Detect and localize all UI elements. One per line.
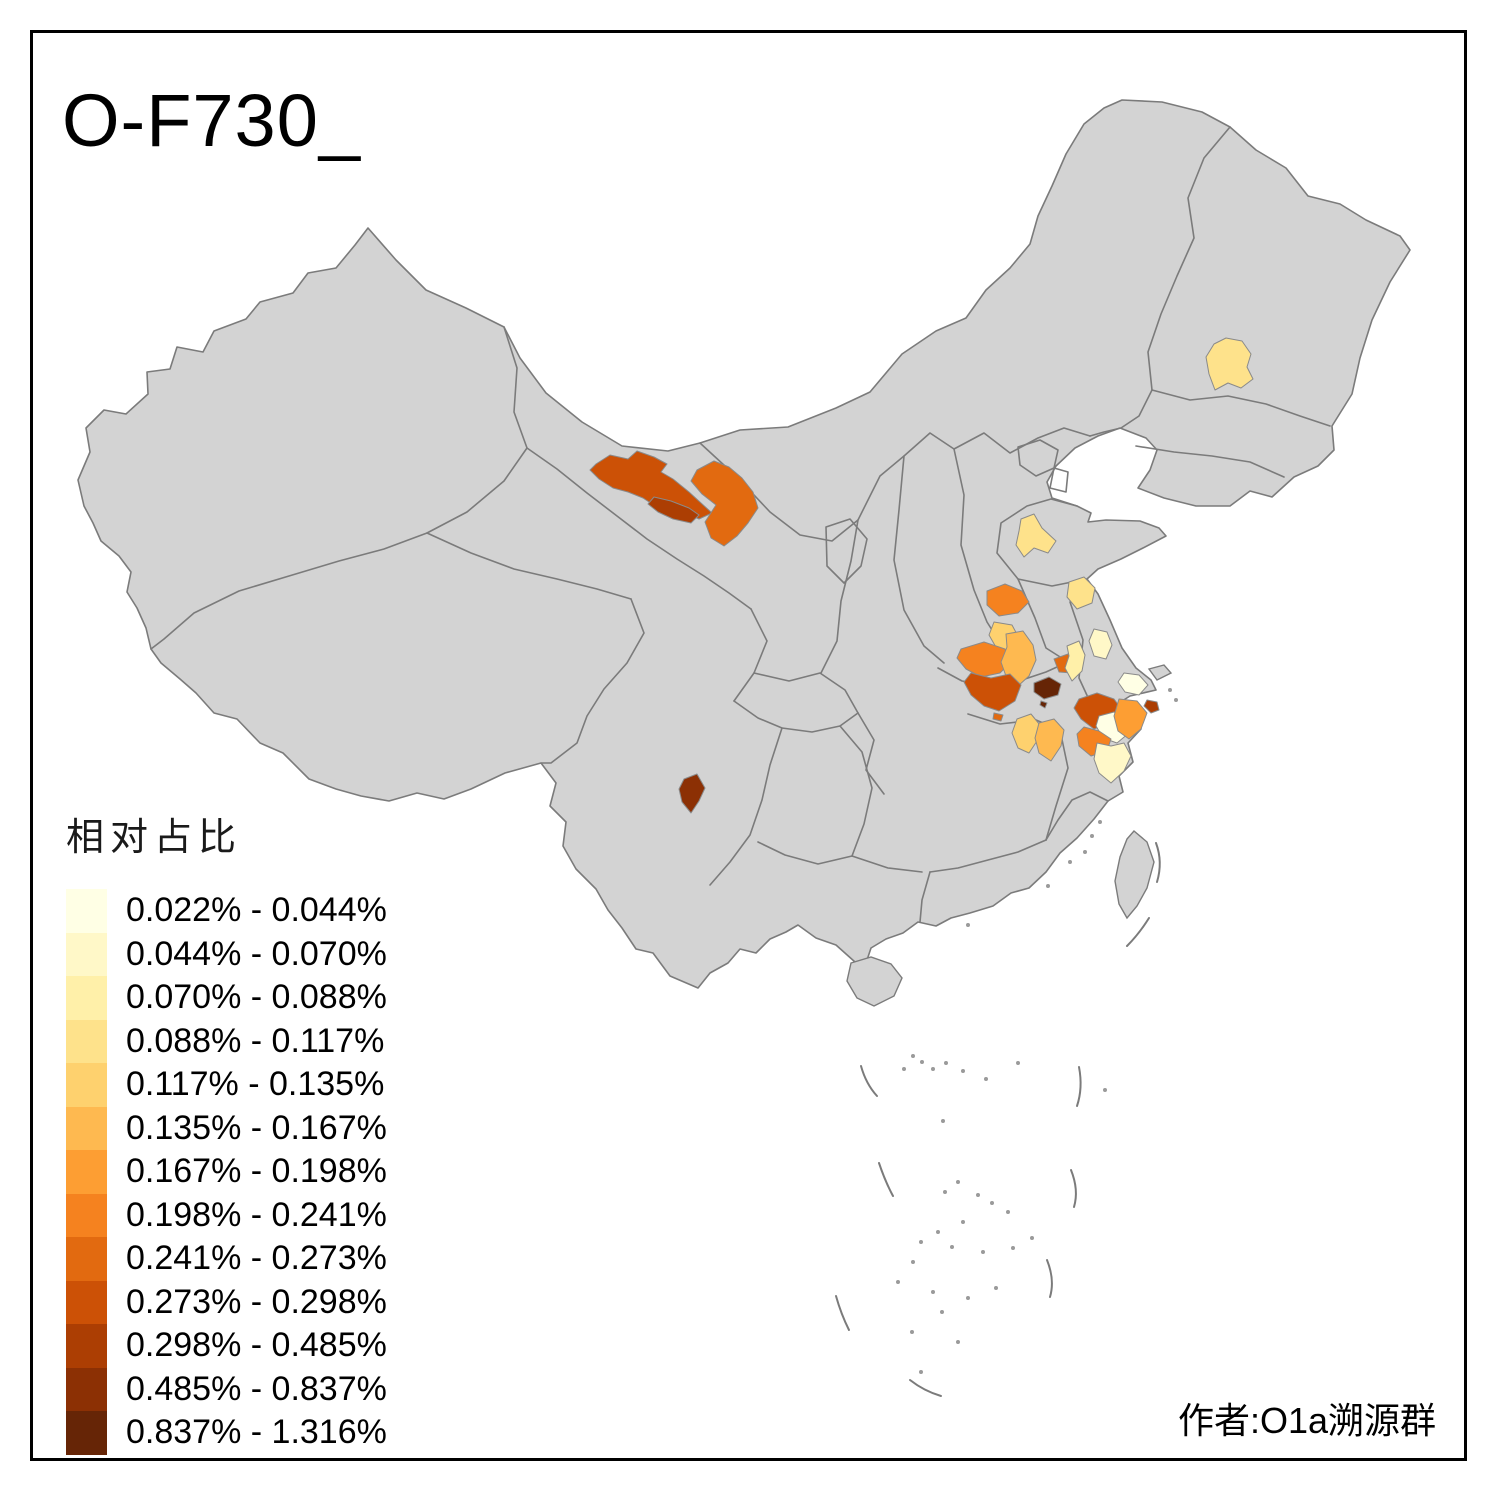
legend-swatch <box>66 1063 107 1107</box>
map-region-26 <box>992 712 1004 722</box>
legend-item: 0.273% - 0.298% <box>66 1280 387 1324</box>
map-region-24 <box>678 773 706 814</box>
legend-item: 0.198% - 0.241% <box>66 1193 387 1237</box>
legend-title: 相对占比 <box>66 817 243 859</box>
map-region-12 <box>1033 676 1062 709</box>
legend-label: 0.198% - 0.241% <box>126 1195 387 1234</box>
map-region-22 <box>1011 713 1041 754</box>
legend-swatch <box>66 1367 107 1411</box>
map-region-4 <box>690 460 759 547</box>
islands <box>835 664 1178 1397</box>
coastal-island <box>1147 664 1173 681</box>
legend-label: 0.167% - 0.198% <box>126 1152 387 1191</box>
map-region-11 <box>963 672 1022 712</box>
legend-swatch <box>66 1411 107 1455</box>
choropleth-regions <box>589 337 1254 814</box>
legend-item: 0.298% - 0.485% <box>66 1324 387 1368</box>
legend-swatch <box>66 1150 107 1194</box>
map-region-15 <box>1088 628 1113 660</box>
legend-label: 0.273% - 0.298% <box>126 1282 387 1321</box>
sea-boundary-dashes <box>835 842 1161 1397</box>
map-region-21 <box>1093 742 1132 784</box>
small-islets <box>896 688 1178 1374</box>
map-region-3 <box>647 496 700 524</box>
legend-item: 0.241% - 0.273% <box>66 1237 387 1281</box>
plot-frame <box>30 30 1467 1461</box>
map-region-5 <box>1015 513 1057 558</box>
hainan-island <box>846 956 903 1007</box>
legend-swatch <box>66 1237 107 1281</box>
legend-swatch <box>66 1106 107 1150</box>
legend-label: 0.837% - 1.316% <box>126 1413 387 1452</box>
legend-item: 0.070% - 0.088% <box>66 976 387 1020</box>
map-region-6 <box>1066 576 1096 610</box>
legend: 相对占比 0.022% - 0.044% 0.044% - 0.070% 0.0… <box>66 806 387 1455</box>
legend-label: 0.088% - 0.117% <box>126 1021 385 1060</box>
map-region-10 <box>1000 630 1037 687</box>
legend-item: 0.044% - 0.070% <box>66 932 387 976</box>
legend-swatch <box>66 932 107 976</box>
attribution-text: 作者:O1a溯源群 <box>1178 1400 1437 1441</box>
legend-item: 0.837% - 1.316% <box>66 1411 387 1455</box>
legend-swatch <box>66 1324 107 1368</box>
legend-label: 0.135% - 0.167% <box>126 1108 387 1147</box>
map-region-23 <box>1034 718 1065 762</box>
province-borders <box>150 126 1331 923</box>
map-region-16 <box>1117 672 1149 696</box>
legend-item: 0.135% - 0.167% <box>66 1106 387 1150</box>
legend-item: 0.167% - 0.198% <box>66 1150 387 1194</box>
page-title: O-F730_ <box>62 79 362 162</box>
taiwan-island <box>1114 830 1155 920</box>
legend-item: 0.485% - 0.837% <box>66 1367 387 1411</box>
legend-label: 0.070% - 0.088% <box>126 978 387 1017</box>
legend-label: 0.485% - 0.837% <box>126 1369 387 1408</box>
legend-item: 0.088% - 0.117% <box>66 1019 387 1063</box>
legend-swatch <box>66 1280 107 1324</box>
map-region-25 <box>1143 699 1160 714</box>
legend-swatch <box>66 889 107 933</box>
legend-item: 0.022% - 0.044% <box>66 889 387 933</box>
map-region-7 <box>986 583 1030 617</box>
legend-rows: 0.022% - 0.044% 0.044% - 0.070% 0.070% -… <box>66 889 387 1455</box>
legend-label: 0.241% - 0.273% <box>126 1239 387 1278</box>
legend-label: 0.298% - 0.485% <box>126 1326 387 1365</box>
mainland-outline <box>77 99 1411 989</box>
map-region-9 <box>956 641 1012 678</box>
legend-swatch <box>66 976 107 1020</box>
map-region-19 <box>1113 698 1148 740</box>
map-region-1 <box>1205 337 1254 391</box>
legend-label: 0.117% - 0.135% <box>126 1065 385 1104</box>
legend-item: 0.117% - 0.135% <box>66 1063 387 1107</box>
legend-label: 0.044% - 0.070% <box>126 934 387 973</box>
legend-swatch <box>66 1193 107 1237</box>
legend-swatch <box>66 1019 107 1063</box>
legend-label: 0.022% - 0.044% <box>126 891 387 930</box>
map-region-14 <box>1064 640 1086 682</box>
